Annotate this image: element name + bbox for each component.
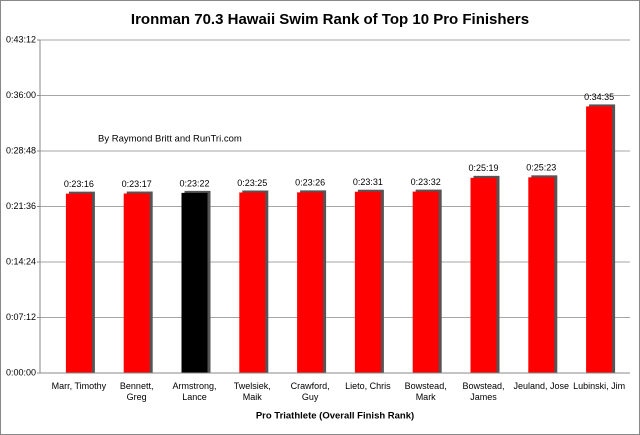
y-tick-label: 0:21:36 — [6, 201, 36, 211]
bar — [239, 192, 266, 373]
y-tick-label: 0:28:48 — [6, 145, 36, 155]
x-tick-label: Lubinski, Jim — [573, 381, 626, 391]
value-label: 0:23:31 — [353, 177, 383, 187]
bar — [354, 191, 381, 373]
value-label: 0:23:25 — [237, 178, 267, 188]
x-tick-label: Armstrong, Lance — [172, 381, 217, 402]
bar — [470, 177, 497, 373]
bar — [65, 193, 92, 373]
y-tick-label: 0:00:00 — [6, 367, 36, 377]
x-axis-title: Pro Triathlete (Overall Finish Rank) — [256, 411, 414, 422]
x-tick-label: Marr, Timothy — [51, 381, 107, 391]
x-tick-label: Jeuland, Jose — [513, 381, 570, 391]
bar — [123, 193, 150, 373]
value-label: 0:34:35 — [584, 92, 614, 102]
value-label: 0:23:26 — [295, 178, 325, 188]
x-tick-label: Bowstead, James — [462, 381, 505, 402]
bar — [181, 192, 208, 373]
bar — [297, 192, 324, 373]
x-tick-label: Lieto, Chris — [345, 381, 391, 391]
x-tick-label: Crawford, Guy — [290, 381, 330, 402]
y-tick-label: 0:43:12 — [6, 34, 36, 44]
bar — [412, 191, 439, 373]
y-tick-label: 0:36:00 — [6, 90, 36, 100]
value-label: 0:25:23 — [526, 163, 556, 173]
bar — [528, 177, 555, 373]
value-label: 0:25:19 — [468, 163, 498, 173]
y-tick-label: 0:07:12 — [6, 312, 36, 322]
x-tick-label: Twelsiek, Maik — [233, 381, 271, 402]
bar — [586, 106, 613, 373]
annotation: By Raymond Britt and RunTri.com — [98, 134, 242, 145]
x-tick-label: Bennett, Greg — [119, 381, 154, 402]
value-label: 0:23:17 — [122, 179, 152, 189]
value-label: 0:23:32 — [411, 177, 441, 187]
x-tick-label: Bowstead, Mark — [404, 381, 447, 402]
y-tick-label: 0:14:24 — [6, 256, 36, 266]
chart-title: Ironman 70.3 Hawaii Swim Rank of Top 10 … — [131, 11, 529, 28]
value-label: 0:23:22 — [179, 178, 209, 188]
value-label: 0:23:16 — [64, 179, 94, 189]
